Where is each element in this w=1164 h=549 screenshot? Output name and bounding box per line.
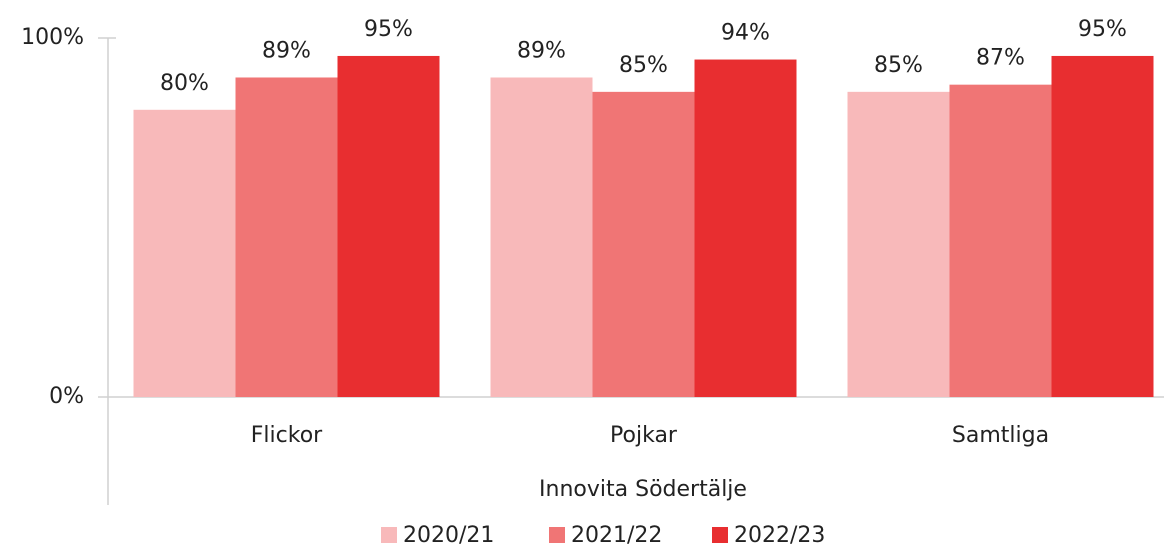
bar	[133, 109, 236, 398]
bar	[490, 77, 593, 398]
data-label: 89%	[262, 38, 311, 63]
data-label: 95%	[1078, 17, 1127, 42]
legend-label: 2021/22	[571, 523, 662, 548]
y-tick-label: 100%	[21, 25, 84, 50]
data-label: 87%	[976, 46, 1025, 71]
data-label: 95%	[364, 17, 413, 42]
bar	[337, 55, 440, 397]
bar	[1051, 55, 1154, 397]
legend-swatch	[712, 527, 728, 543]
data-label: 85%	[874, 53, 923, 78]
y-tick-label: 0%	[49, 384, 84, 409]
data-label: 85%	[619, 53, 668, 78]
legend-swatch	[549, 527, 565, 543]
bar	[592, 91, 695, 397]
bar	[235, 77, 338, 398]
bar	[949, 84, 1052, 398]
data-label: 94%	[721, 21, 770, 46]
legend-label: 2022/23	[734, 523, 825, 548]
data-label: 80%	[160, 71, 209, 96]
bar	[847, 91, 950, 397]
legend-label: 2020/21	[403, 523, 494, 548]
x-tick-label: Samtliga	[952, 423, 1049, 448]
data-label: 89%	[517, 38, 566, 63]
x-axis-title: Innovita Södertälje	[539, 477, 747, 502]
legend-swatch	[381, 527, 397, 543]
x-tick-label: Pojkar	[610, 423, 678, 448]
x-tick-label: Flickor	[251, 423, 323, 448]
bar	[694, 59, 797, 397]
